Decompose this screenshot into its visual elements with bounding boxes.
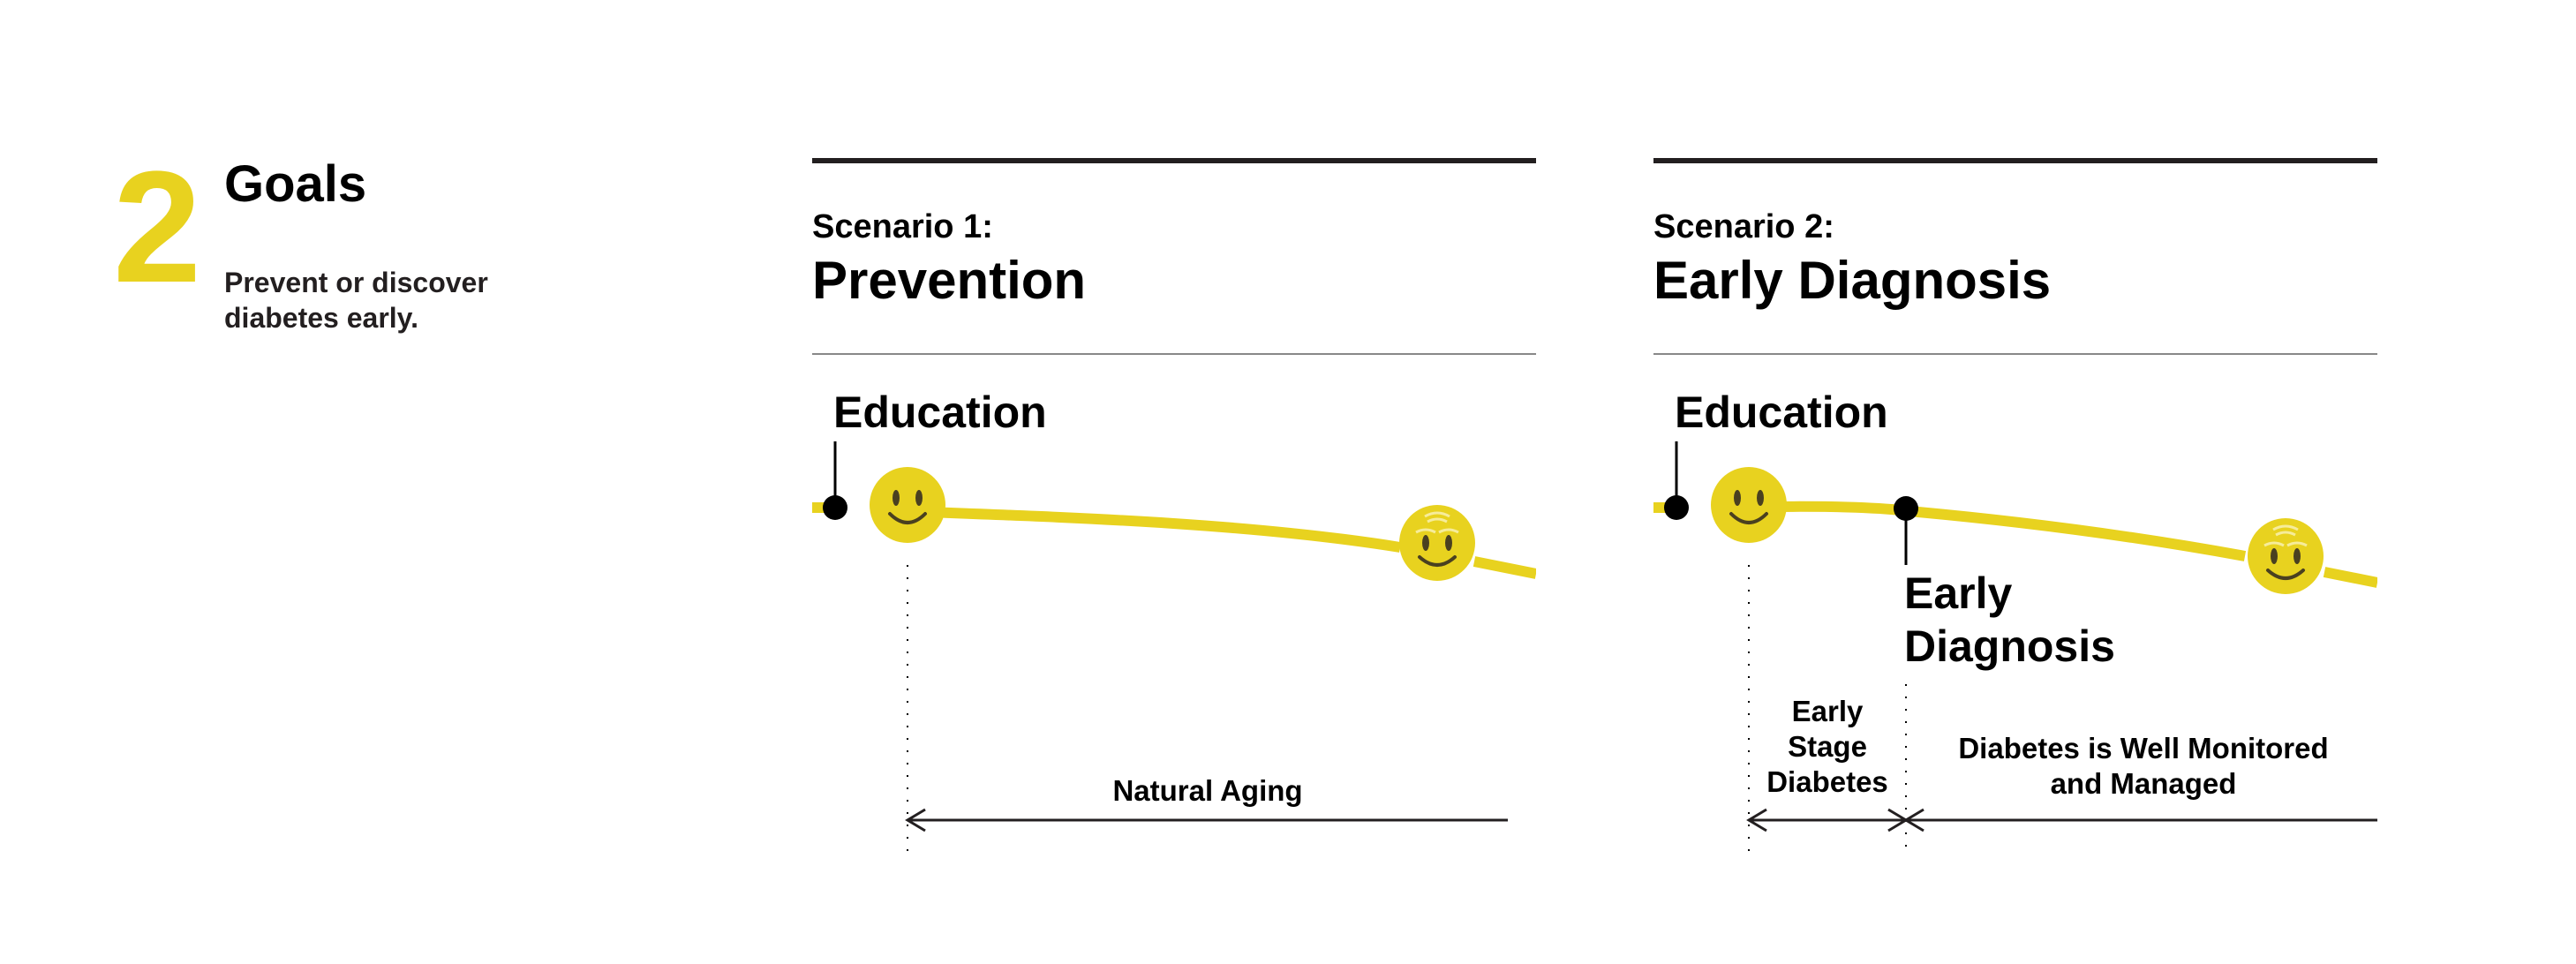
aging-smiley-face-icon [1399, 505, 1475, 581]
scenario-title: Prevention [812, 251, 1087, 310]
scenario-label: Scenario 2: [1653, 208, 1834, 245]
divider-rule [812, 353, 1536, 355]
education-dot [1664, 495, 1689, 520]
education-label: Education [1675, 388, 1888, 437]
scenario-1-diagram [812, 441, 1536, 852]
well-managed-label: Diabetes is Well Monitored and Managed [1958, 732, 2329, 800]
scenario-2-diagram [1653, 441, 2377, 852]
well-managed-arrow [1903, 808, 2377, 832]
goal-title: Goals [224, 155, 367, 213]
scenario-1-panel: Scenario 1: Prevention [812, 0, 1536, 964]
scenario-title: Early Diagnosis [1653, 251, 2052, 310]
early-diagnosis-dot [1894, 496, 1918, 521]
top-rule [812, 158, 1536, 163]
top-rule [1653, 158, 2377, 163]
smiley-face-icon [1711, 467, 1787, 543]
education-label: Education [833, 388, 1047, 437]
natural-aging-arrow [905, 808, 1508, 832]
goal-description: Prevent or discover diabetes early. [224, 267, 488, 334]
early-stage-diabetes-label: Early Stage Diabetes [1766, 695, 1888, 798]
natural-aging-label: Natural Aging [1112, 774, 1303, 807]
aging-smiley-face-icon [2248, 518, 2324, 594]
smiley-face-icon [870, 467, 945, 543]
divider-rule [1653, 353, 2377, 355]
scenario-label: Scenario 1: [812, 208, 993, 245]
education-dot [823, 495, 847, 520]
early-diagnosis-label: Early Diagnosis [1904, 569, 2115, 671]
early-stage-arrow [1746, 808, 1909, 832]
goal-number: 2 [113, 139, 202, 316]
scenario-2-panel: Scenario 2: Early Diagnosis [1653, 0, 2377, 964]
